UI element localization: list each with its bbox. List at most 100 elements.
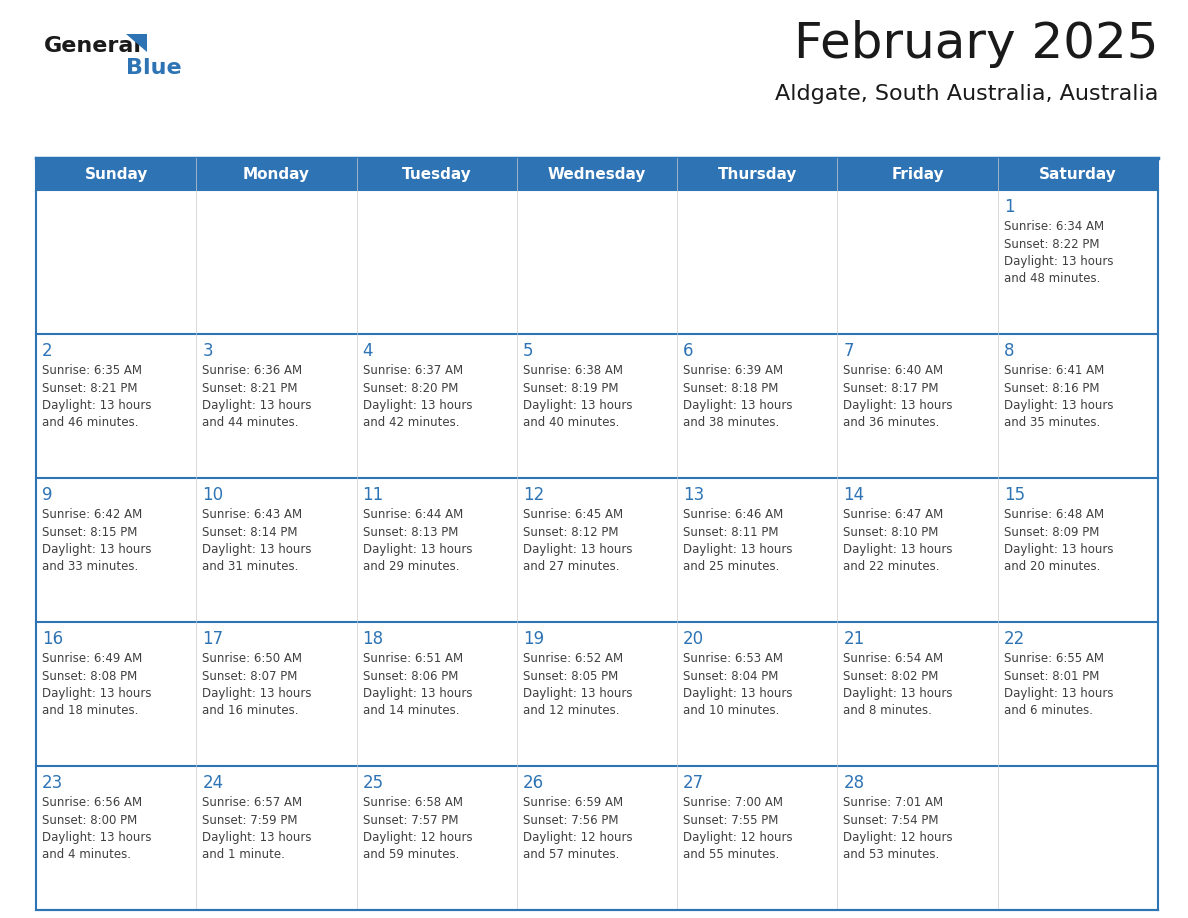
Bar xyxy=(677,334,838,478)
Text: and 14 minutes.: and 14 minutes. xyxy=(362,704,459,718)
Bar xyxy=(517,190,677,334)
Text: Sunset: 7:54 PM: Sunset: 7:54 PM xyxy=(843,813,939,826)
Text: Sunrise: 7:01 AM: Sunrise: 7:01 AM xyxy=(843,796,943,809)
Text: and 29 minutes.: and 29 minutes. xyxy=(362,561,459,574)
Bar xyxy=(36,334,196,478)
Bar xyxy=(196,766,356,910)
Bar xyxy=(356,766,517,910)
Text: and 53 minutes.: and 53 minutes. xyxy=(843,848,940,861)
Text: Daylight: 13 hours: Daylight: 13 hours xyxy=(362,687,472,700)
Text: Sunset: 7:55 PM: Sunset: 7:55 PM xyxy=(683,813,778,826)
Text: Daylight: 13 hours: Daylight: 13 hours xyxy=(42,543,152,556)
Text: Sunset: 8:05 PM: Sunset: 8:05 PM xyxy=(523,669,618,682)
Text: Daylight: 13 hours: Daylight: 13 hours xyxy=(683,543,792,556)
Text: Sunset: 8:15 PM: Sunset: 8:15 PM xyxy=(42,525,138,539)
Bar xyxy=(196,478,356,622)
Text: and 40 minutes.: and 40 minutes. xyxy=(523,417,619,430)
Text: Sunset: 7:59 PM: Sunset: 7:59 PM xyxy=(202,813,298,826)
Text: and 6 minutes.: and 6 minutes. xyxy=(1004,704,1093,718)
Text: and 35 minutes.: and 35 minutes. xyxy=(1004,417,1100,430)
Bar xyxy=(196,190,356,334)
Text: Sunrise: 6:45 AM: Sunrise: 6:45 AM xyxy=(523,508,623,521)
Text: Sunset: 8:13 PM: Sunset: 8:13 PM xyxy=(362,525,457,539)
Text: and 10 minutes.: and 10 minutes. xyxy=(683,704,779,718)
Text: Sunrise: 6:42 AM: Sunrise: 6:42 AM xyxy=(42,508,143,521)
Bar xyxy=(356,622,517,766)
Text: 15: 15 xyxy=(1004,486,1025,504)
Bar xyxy=(517,334,677,478)
Text: and 55 minutes.: and 55 minutes. xyxy=(683,848,779,861)
Text: Wednesday: Wednesday xyxy=(548,166,646,182)
Text: Sunrise: 6:56 AM: Sunrise: 6:56 AM xyxy=(42,796,143,809)
Text: and 27 minutes.: and 27 minutes. xyxy=(523,561,619,574)
Bar xyxy=(517,478,677,622)
Bar xyxy=(517,622,677,766)
Text: Sunrise: 6:35 AM: Sunrise: 6:35 AM xyxy=(42,364,143,377)
Text: and 31 minutes.: and 31 minutes. xyxy=(202,561,298,574)
Text: 12: 12 xyxy=(523,486,544,504)
Text: and 20 minutes.: and 20 minutes. xyxy=(1004,561,1100,574)
Text: Sunrise: 6:44 AM: Sunrise: 6:44 AM xyxy=(362,508,463,521)
Bar xyxy=(998,478,1158,622)
Text: Sunset: 8:17 PM: Sunset: 8:17 PM xyxy=(843,382,939,395)
Text: Daylight: 13 hours: Daylight: 13 hours xyxy=(683,687,792,700)
Bar xyxy=(677,478,838,622)
Text: Sunset: 8:18 PM: Sunset: 8:18 PM xyxy=(683,382,778,395)
Text: Sunrise: 6:52 AM: Sunrise: 6:52 AM xyxy=(523,652,623,665)
Text: 8: 8 xyxy=(1004,342,1015,360)
Text: Daylight: 13 hours: Daylight: 13 hours xyxy=(1004,399,1113,412)
Bar xyxy=(196,334,356,478)
Bar xyxy=(36,478,196,622)
Text: Daylight: 13 hours: Daylight: 13 hours xyxy=(843,399,953,412)
Text: Sunrise: 6:36 AM: Sunrise: 6:36 AM xyxy=(202,364,303,377)
Bar xyxy=(998,334,1158,478)
Text: Sunrise: 6:55 AM: Sunrise: 6:55 AM xyxy=(1004,652,1104,665)
Text: 23: 23 xyxy=(42,774,63,792)
Text: 4: 4 xyxy=(362,342,373,360)
Bar xyxy=(677,622,838,766)
Bar xyxy=(517,766,677,910)
Text: 14: 14 xyxy=(843,486,865,504)
Text: Daylight: 12 hours: Daylight: 12 hours xyxy=(683,831,792,844)
Bar xyxy=(677,190,838,334)
Text: Sunrise: 6:41 AM: Sunrise: 6:41 AM xyxy=(1004,364,1104,377)
Bar xyxy=(36,158,1158,190)
Text: Sunrise: 6:43 AM: Sunrise: 6:43 AM xyxy=(202,508,303,521)
Text: and 59 minutes.: and 59 minutes. xyxy=(362,848,459,861)
Text: Sunday: Sunday xyxy=(84,166,147,182)
Text: 9: 9 xyxy=(42,486,52,504)
Text: and 8 minutes.: and 8 minutes. xyxy=(843,704,933,718)
Text: Sunrise: 6:38 AM: Sunrise: 6:38 AM xyxy=(523,364,623,377)
Text: and 25 minutes.: and 25 minutes. xyxy=(683,561,779,574)
Text: Daylight: 13 hours: Daylight: 13 hours xyxy=(1004,255,1113,268)
Text: Sunset: 8:08 PM: Sunset: 8:08 PM xyxy=(42,669,138,682)
Text: Daylight: 13 hours: Daylight: 13 hours xyxy=(42,687,152,700)
Text: 24: 24 xyxy=(202,774,223,792)
Text: Daylight: 13 hours: Daylight: 13 hours xyxy=(362,543,472,556)
Text: Daylight: 13 hours: Daylight: 13 hours xyxy=(202,399,311,412)
Text: Monday: Monday xyxy=(242,166,310,182)
Text: Sunrise: 7:00 AM: Sunrise: 7:00 AM xyxy=(683,796,783,809)
Text: and 36 minutes.: and 36 minutes. xyxy=(843,417,940,430)
Text: 10: 10 xyxy=(202,486,223,504)
Text: Sunset: 8:19 PM: Sunset: 8:19 PM xyxy=(523,382,619,395)
Text: Sunrise: 6:39 AM: Sunrise: 6:39 AM xyxy=(683,364,783,377)
Text: Sunset: 8:01 PM: Sunset: 8:01 PM xyxy=(1004,669,1099,682)
Text: 22: 22 xyxy=(1004,630,1025,648)
Bar xyxy=(36,766,196,910)
Text: Daylight: 13 hours: Daylight: 13 hours xyxy=(843,687,953,700)
Text: and 42 minutes.: and 42 minutes. xyxy=(362,417,459,430)
Text: Daylight: 12 hours: Daylight: 12 hours xyxy=(843,831,953,844)
Bar xyxy=(838,334,998,478)
Text: Sunrise: 6:46 AM: Sunrise: 6:46 AM xyxy=(683,508,783,521)
Text: Sunrise: 6:49 AM: Sunrise: 6:49 AM xyxy=(42,652,143,665)
Bar xyxy=(998,190,1158,334)
Text: 25: 25 xyxy=(362,774,384,792)
Text: Sunset: 7:57 PM: Sunset: 7:57 PM xyxy=(362,813,459,826)
Text: Sunrise: 6:53 AM: Sunrise: 6:53 AM xyxy=(683,652,783,665)
Bar xyxy=(838,766,998,910)
Bar xyxy=(196,622,356,766)
Text: 17: 17 xyxy=(202,630,223,648)
Bar xyxy=(36,190,196,334)
Text: Daylight: 12 hours: Daylight: 12 hours xyxy=(362,831,472,844)
